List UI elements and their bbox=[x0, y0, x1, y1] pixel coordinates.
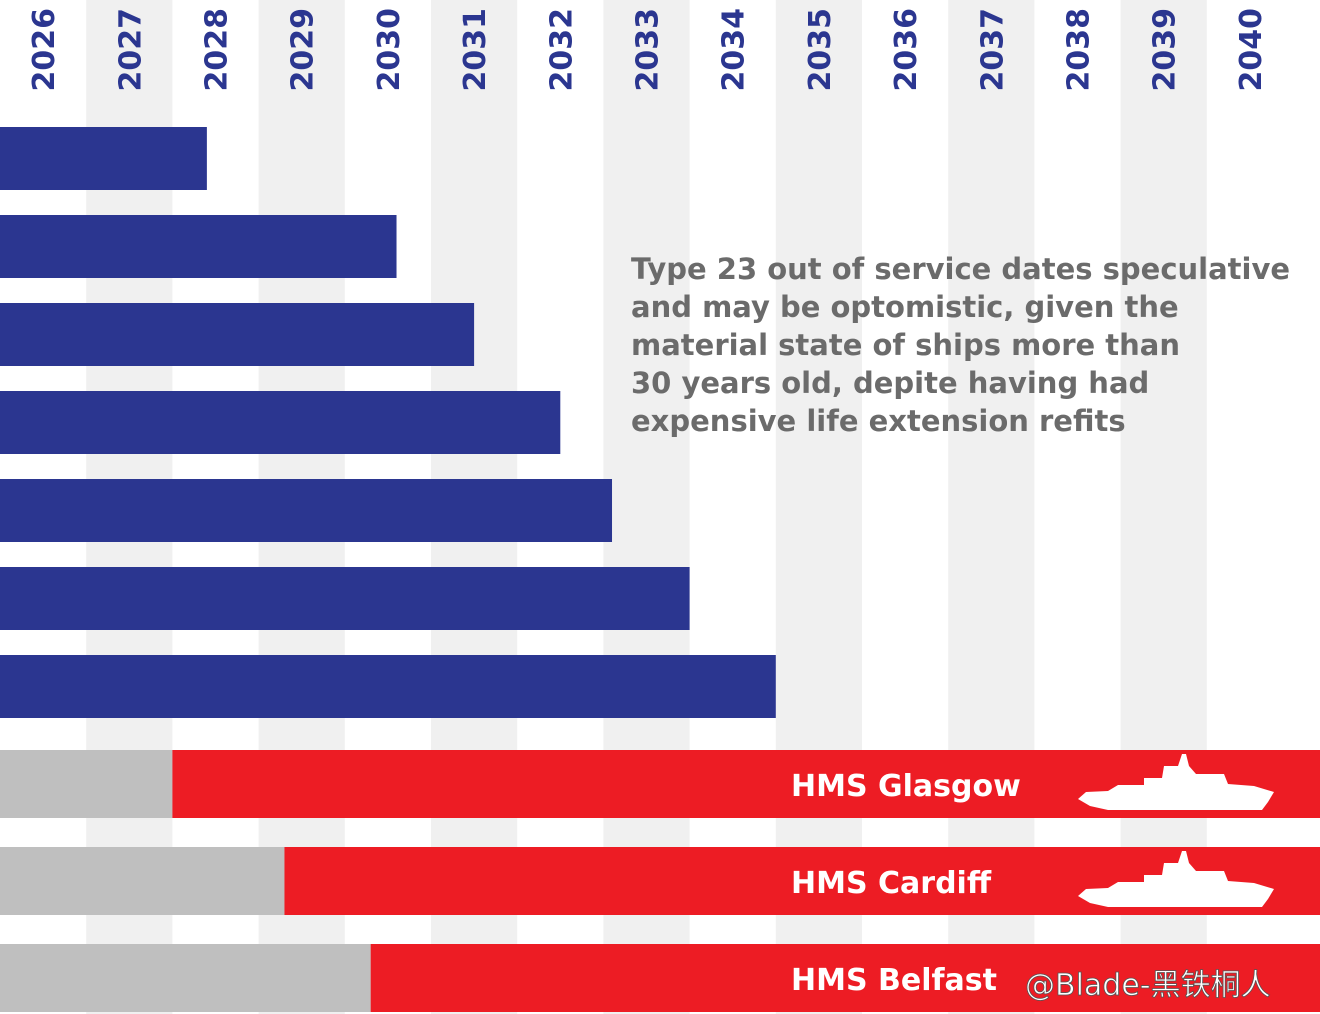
year-stripe bbox=[603, 0, 690, 1014]
year-tick-label: 2032 bbox=[544, 8, 579, 92]
frigate-silhouette-icon bbox=[1078, 851, 1274, 907]
year-tick-label: 2028 bbox=[200, 8, 235, 92]
year-tick-label: 2029 bbox=[286, 8, 321, 92]
year-tick-label: 2030 bbox=[372, 8, 407, 92]
year-tick-label: 2038 bbox=[1062, 8, 1097, 92]
type26-bars: HMS Glasgow HMS Cardiff HMS Belfast bbox=[0, 750, 1320, 1012]
type23-bar bbox=[0, 215, 397, 278]
type23-bar bbox=[0, 391, 561, 454]
ship-name-label: HMS Belfast bbox=[791, 963, 997, 998]
year-tick-label: 2034 bbox=[717, 8, 752, 92]
note-line: expensive life extension refits bbox=[631, 404, 1126, 438]
year-tick-label: 2036 bbox=[889, 8, 924, 92]
year-column-stripes bbox=[86, 0, 1207, 1014]
watermark: @Blade-黑铁桐人 bbox=[1025, 968, 1271, 1003]
ship-name-label: HMS Glasgow bbox=[791, 769, 1021, 804]
type23-bar bbox=[0, 127, 207, 190]
note-line: 30 years old, depite having had bbox=[631, 366, 1149, 400]
year-stripe bbox=[948, 0, 1035, 1014]
year-tick-label: 2037 bbox=[975, 8, 1010, 92]
year-tick-label: 2031 bbox=[458, 8, 493, 92]
type23-bar bbox=[0, 567, 690, 630]
pre-service-bar bbox=[0, 750, 173, 818]
year-tick-label: 2035 bbox=[803, 8, 838, 92]
type23-bar bbox=[0, 655, 776, 718]
note-line: Type 23 out of service dates speculative bbox=[631, 252, 1290, 286]
year-tick-label: 2026 bbox=[27, 8, 62, 92]
pre-service-bar bbox=[0, 847, 285, 915]
year-tick-label: 2033 bbox=[631, 8, 666, 92]
year-tick-label: 2040 bbox=[1234, 8, 1269, 92]
year-tick-label: 2027 bbox=[113, 8, 148, 92]
type23-bar bbox=[0, 303, 475, 366]
year-axis: 2026 2027 2028 2029 2030 2031 2032 2033 2034 2035… bbox=[27, 8, 1269, 92]
note-line: material state of ships more than bbox=[631, 328, 1180, 362]
type23-bar bbox=[0, 479, 613, 542]
speculative-note: Type 23 out of service dates speculative… bbox=[631, 252, 1300, 438]
year-stripe bbox=[1120, 0, 1207, 1014]
type23-bars bbox=[0, 127, 776, 718]
type26-bar bbox=[370, 944, 1320, 1012]
frigate-silhouette-icon bbox=[1078, 754, 1274, 810]
year-stripe bbox=[775, 0, 862, 1014]
pre-service-bar bbox=[0, 944, 371, 1012]
ship-name-label: HMS Cardiff bbox=[791, 866, 992, 901]
year-tick-label: 2039 bbox=[1148, 8, 1183, 92]
note-line: and may be optomistic, given the bbox=[631, 290, 1179, 324]
